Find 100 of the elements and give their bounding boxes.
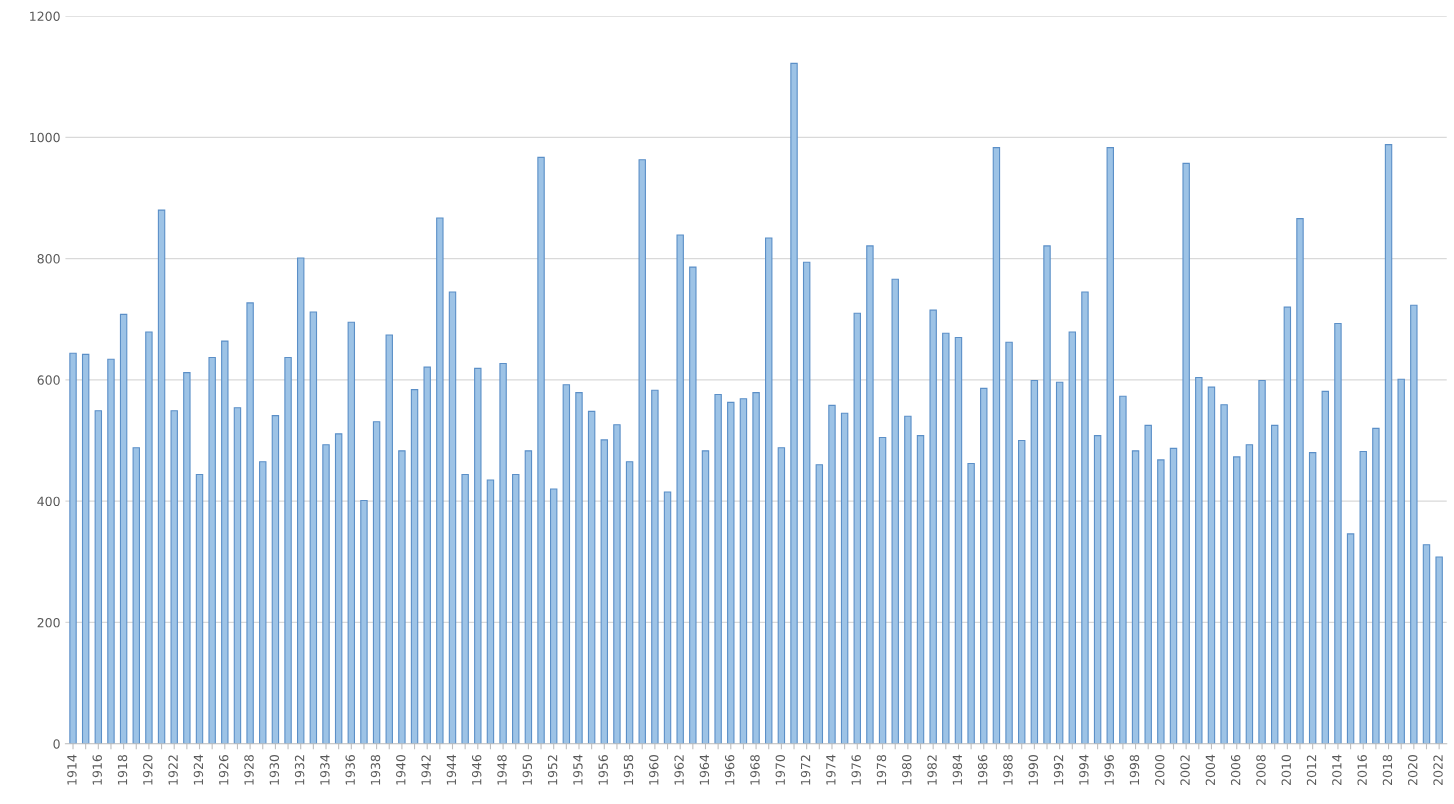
- bar: [727, 401, 735, 744]
- bar: [929, 309, 937, 744]
- bar: [1397, 378, 1405, 744]
- bar: [486, 479, 495, 744]
- bar: [512, 473, 520, 744]
- bar: [1283, 306, 1292, 744]
- y-tick-label: 600: [37, 375, 60, 385]
- bar: [1220, 404, 1228, 744]
- bar: [1334, 322, 1342, 744]
- x-tick-label: 1958: [623, 754, 634, 785]
- bar: [1081, 291, 1089, 744]
- bar: [1017, 439, 1026, 744]
- bar: [689, 266, 697, 744]
- x-tick-label: 1956: [598, 754, 608, 785]
- y-tick-label: 200: [37, 617, 60, 628]
- x-tick-label: 1970: [775, 754, 786, 785]
- bar: [1157, 459, 1165, 744]
- bar: [1144, 424, 1152, 744]
- bar: [170, 410, 178, 744]
- x-tick-label: 1918: [117, 754, 128, 785]
- bar: [183, 372, 191, 744]
- bar: [81, 353, 90, 744]
- bar: [119, 313, 128, 744]
- bar: [107, 358, 115, 744]
- x-tick-label: 1998: [1129, 754, 1140, 785]
- bar: [663, 491, 672, 744]
- x-tick-label: 1942: [421, 755, 431, 785]
- x-tick-label: 1938: [370, 754, 381, 785]
- bar: [1410, 304, 1418, 744]
- bar: [398, 450, 406, 744]
- bar: [954, 336, 963, 744]
- x-tick-label: 1940: [396, 754, 406, 785]
- x-tick-label: 1914: [67, 754, 77, 785]
- bar: [765, 237, 773, 744]
- bar: [385, 334, 393, 744]
- bar: [777, 447, 786, 744]
- bar: [423, 366, 431, 744]
- x-tick-label: 2016: [1357, 754, 1367, 786]
- bar: [309, 311, 318, 744]
- x-tick-label: 1952: [547, 755, 558, 785]
- x-tick-label: 1924: [193, 754, 204, 785]
- bar: [1321, 390, 1330, 744]
- bar: [828, 404, 836, 744]
- bar: [562, 384, 571, 744]
- x-tick-label: 1980: [902, 754, 912, 785]
- bar: [208, 356, 216, 744]
- bar: [1119, 395, 1127, 744]
- y-tick-label: 1000: [30, 132, 60, 143]
- bar: [967, 463, 975, 744]
- bar: [246, 302, 254, 744]
- x-tick-label: 1936: [345, 754, 355, 785]
- x-tick-label: 1976: [851, 754, 861, 785]
- x-tick-label: 1990: [1028, 754, 1038, 785]
- bar: [1068, 331, 1077, 744]
- bar: [145, 331, 153, 744]
- bar: [942, 332, 950, 744]
- bar: [587, 410, 596, 744]
- bar: [840, 412, 849, 744]
- x-tick-label: 1972: [800, 755, 811, 785]
- x-tick-label: 2020: [1408, 754, 1418, 786]
- bar: [1207, 386, 1216, 744]
- x-tick-label: 1994: [1079, 754, 1089, 785]
- x-tick-label: 2012: [1306, 755, 1317, 786]
- bar: [904, 415, 912, 744]
- bar: [1093, 435, 1102, 744]
- bar: [436, 217, 444, 744]
- bar: [524, 450, 533, 744]
- x-tick-label: 1986: [977, 754, 988, 785]
- bar: [701, 450, 710, 744]
- bar: [1005, 341, 1013, 744]
- bar: [1384, 144, 1393, 744]
- bar: [1435, 556, 1443, 744]
- bar: [676, 234, 684, 744]
- bar: [1169, 447, 1178, 744]
- bar: [233, 407, 242, 744]
- bar: [259, 461, 267, 744]
- y-tick-label: 0: [53, 739, 60, 749]
- y-tick-label: 400: [37, 496, 60, 507]
- bar: [651, 389, 659, 744]
- x-tick-label: 1992: [1053, 755, 1064, 785]
- x-tick-label: 1984: [952, 754, 963, 785]
- y-tick-label: 800: [37, 254, 60, 264]
- x-tick-label: 2022: [1433, 755, 1443, 786]
- bar: [499, 362, 507, 744]
- bar: [1372, 427, 1380, 744]
- bar: [1233, 456, 1241, 744]
- bar: [613, 424, 621, 744]
- bar: [866, 245, 874, 744]
- y-tick-label: 1200: [30, 11, 60, 22]
- bar: [1182, 162, 1190, 744]
- x-tick-label: 2018: [1382, 754, 1393, 786]
- bar: [1131, 450, 1140, 744]
- bar: [69, 352, 77, 744]
- x-tick-label: 1978: [876, 754, 887, 785]
- bar: [296, 257, 305, 744]
- bar: [195, 473, 204, 744]
- bar: [474, 367, 482, 744]
- bar: [360, 499, 368, 744]
- bar: [1043, 245, 1051, 744]
- bar: [1106, 147, 1114, 744]
